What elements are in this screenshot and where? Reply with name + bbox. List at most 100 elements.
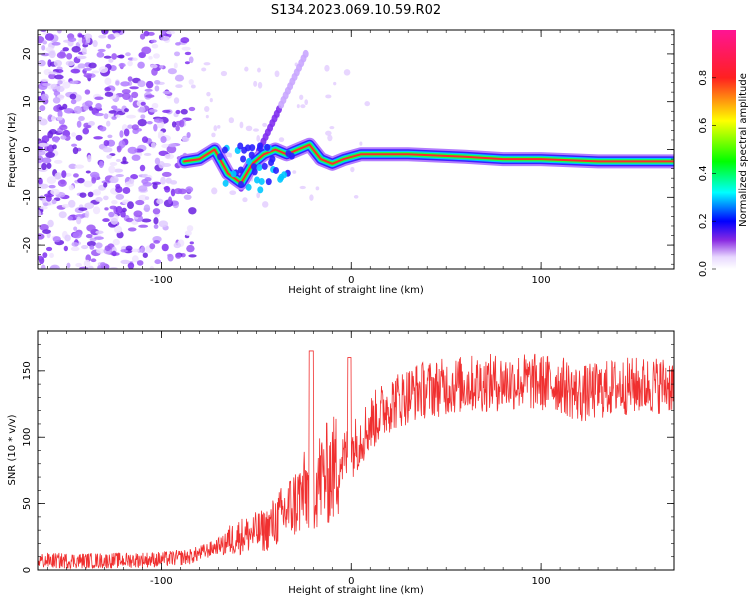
noise-blob <box>42 252 48 258</box>
noise-blob <box>38 233 45 240</box>
noise-blob <box>42 202 49 207</box>
noise-blob <box>131 154 141 161</box>
noise-blob <box>52 236 61 243</box>
noise-blob <box>154 85 160 92</box>
noise-blob <box>181 46 191 51</box>
noise-blob <box>364 101 371 107</box>
noise-blob <box>83 259 91 268</box>
noise-blob <box>165 30 176 35</box>
noise-blob <box>145 80 154 89</box>
y-tick-label: -20 <box>22 237 33 253</box>
noise-blob <box>103 182 108 188</box>
noise-blob <box>45 151 55 159</box>
noise-blob <box>245 125 253 132</box>
noise-blob <box>42 40 48 45</box>
noise-blob <box>108 165 116 174</box>
noise-blob <box>71 242 79 247</box>
noise-blob <box>324 64 330 72</box>
y-tick-label: 150 <box>22 361 33 380</box>
noise-blob <box>114 225 123 234</box>
noise-blob <box>98 66 109 74</box>
noise-blob <box>119 130 124 138</box>
trace-blob <box>251 163 258 171</box>
noise-blob <box>131 124 139 131</box>
streak-blob <box>302 49 309 58</box>
noise-blob <box>97 48 106 53</box>
noise-blob <box>48 184 56 189</box>
noise-blob <box>325 130 332 136</box>
noise-blob <box>188 106 196 112</box>
noise-blob <box>148 55 153 60</box>
noise-blob <box>78 207 88 211</box>
trace-blob <box>245 183 252 191</box>
noise-blob <box>86 240 96 247</box>
noise-blob <box>159 64 164 69</box>
noise-blob <box>68 163 77 170</box>
noise-blob <box>93 136 103 140</box>
noise-blob <box>211 132 216 138</box>
noise-blob <box>102 147 113 153</box>
y-tick-label: 50 <box>22 497 33 510</box>
snr-series-line <box>38 350 674 570</box>
noise-blob <box>168 143 177 148</box>
noise-blob <box>304 99 309 106</box>
noise-blob <box>127 262 135 269</box>
noise-blob <box>50 83 58 90</box>
snr-panel: -100 0 100 0 50 100 150 Height of straight li… <box>7 330 675 596</box>
noise-blob <box>92 189 102 196</box>
noise-blob <box>76 55 87 60</box>
noise-blob <box>38 255 43 260</box>
noise-blob <box>205 114 209 119</box>
noise-blob <box>50 188 60 196</box>
noise-blob <box>70 99 77 105</box>
trace-blob <box>261 162 268 170</box>
noise-blob <box>158 220 169 228</box>
noise-blob <box>190 84 196 89</box>
colorbar-tick-label: 0.8 <box>698 70 709 86</box>
noise-blob <box>188 254 197 258</box>
noise-blob <box>115 186 123 193</box>
noise-blob <box>130 174 139 180</box>
noise-blob <box>115 80 120 86</box>
trace-blob <box>281 171 288 179</box>
noise-blob <box>186 225 194 232</box>
noise-blob <box>171 121 177 128</box>
noise-blob <box>139 33 146 40</box>
noise-blob <box>146 120 153 125</box>
colorbar-gradient <box>712 30 736 269</box>
noise-blob <box>74 164 85 169</box>
noise-blob <box>46 162 52 169</box>
figure-title: S134.2023.069.10.59.R02 <box>271 3 441 18</box>
noise-blob <box>154 79 161 85</box>
noise-blob <box>121 89 131 94</box>
noise-blob <box>153 217 159 225</box>
noise-blob <box>122 92 131 100</box>
noise-blob <box>103 113 109 120</box>
noise-blob <box>156 198 164 205</box>
noise-blob <box>128 178 135 184</box>
noise-blob <box>85 234 93 239</box>
noise-blob <box>40 93 49 101</box>
noise-blob <box>179 119 185 128</box>
noise-blob <box>40 264 46 269</box>
trace-blob <box>285 150 292 158</box>
noise-blob <box>73 226 78 231</box>
noise-blob <box>154 259 162 265</box>
noise-blob <box>188 56 194 64</box>
noise-blob <box>42 82 51 87</box>
noise-blob <box>211 187 218 195</box>
x-tick-label: -100 <box>150 275 173 286</box>
noise-blob <box>113 168 124 173</box>
noise-blob <box>201 67 207 72</box>
noise-blob <box>103 195 109 201</box>
trace-blob <box>221 146 228 154</box>
noise-blob <box>85 124 92 129</box>
noise-blob <box>94 96 104 101</box>
noise-blob <box>66 262 71 269</box>
noise-blob <box>101 30 109 35</box>
noise-blob <box>359 141 363 146</box>
noise-blob <box>44 33 55 41</box>
trace-blob <box>249 144 256 152</box>
noise-blob <box>133 210 143 218</box>
noise-blob <box>140 114 146 120</box>
